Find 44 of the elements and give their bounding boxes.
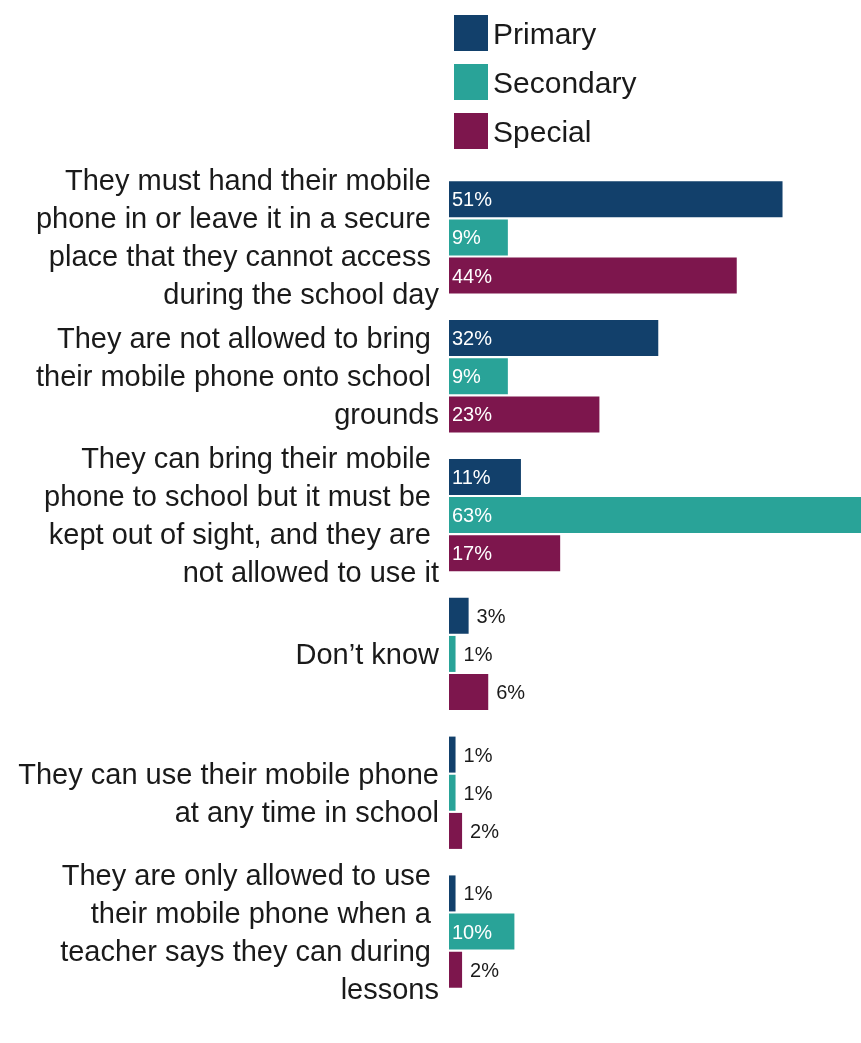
legend-label: Special (493, 114, 592, 148)
data-label: 11% (452, 465, 491, 488)
y-tick-label: They are not allowed to bring their mobile phone onto school grounds (35, 322, 439, 431)
y-tick-label: They are only allowed to use their mobile phone when a teacher says they can during lessons (60, 858, 439, 1005)
bar (449, 597, 469, 634)
y-tick-label: They must hand their mobile phone in or leave it in a secure place that they cannot access during the school day (35, 164, 440, 311)
data-label: 23% (452, 403, 493, 426)
legend-label: Secondary (493, 65, 637, 99)
bar (449, 497, 861, 534)
bar (449, 396, 600, 433)
y-tick-label: Don’t know (295, 637, 441, 670)
bar (449, 774, 456, 811)
y-tick-label: They can bring their mobile phone to school but it must be kept out of sight, and they are not allowed to use it (44, 442, 439, 589)
bar (449, 635, 456, 672)
bar (449, 812, 463, 849)
bar (449, 674, 489, 711)
data-label: 10% (452, 920, 493, 943)
bar (449, 458, 521, 495)
bar (449, 535, 561, 572)
data-label: 1% (463, 781, 493, 804)
bar (449, 320, 659, 357)
data-label: 3% (476, 604, 506, 627)
data-label: 32% (452, 327, 493, 350)
data-label: 9% (452, 226, 482, 249)
bar (449, 875, 456, 912)
data-label: 2% (470, 958, 500, 981)
data-label: 17% (452, 542, 493, 565)
data-label: 9% (452, 365, 482, 388)
bar (449, 358, 508, 395)
data-label: 1% (463, 882, 493, 905)
legend-label: Primary (493, 16, 597, 50)
data-label: 63% (452, 504, 493, 527)
data-label: 1% (463, 743, 493, 766)
y-tick-label: They can use their mobile phone at any time in school (18, 757, 439, 828)
data-label: 2% (470, 819, 500, 842)
data-label: 1% (463, 642, 493, 665)
bar (449, 951, 463, 988)
bar (449, 257, 737, 294)
data-label: 6% (496, 681, 526, 704)
bar (449, 736, 456, 773)
bar (449, 219, 508, 256)
data-label: 44% (452, 264, 493, 287)
bar (449, 181, 783, 218)
data-label: 51% (452, 188, 493, 211)
